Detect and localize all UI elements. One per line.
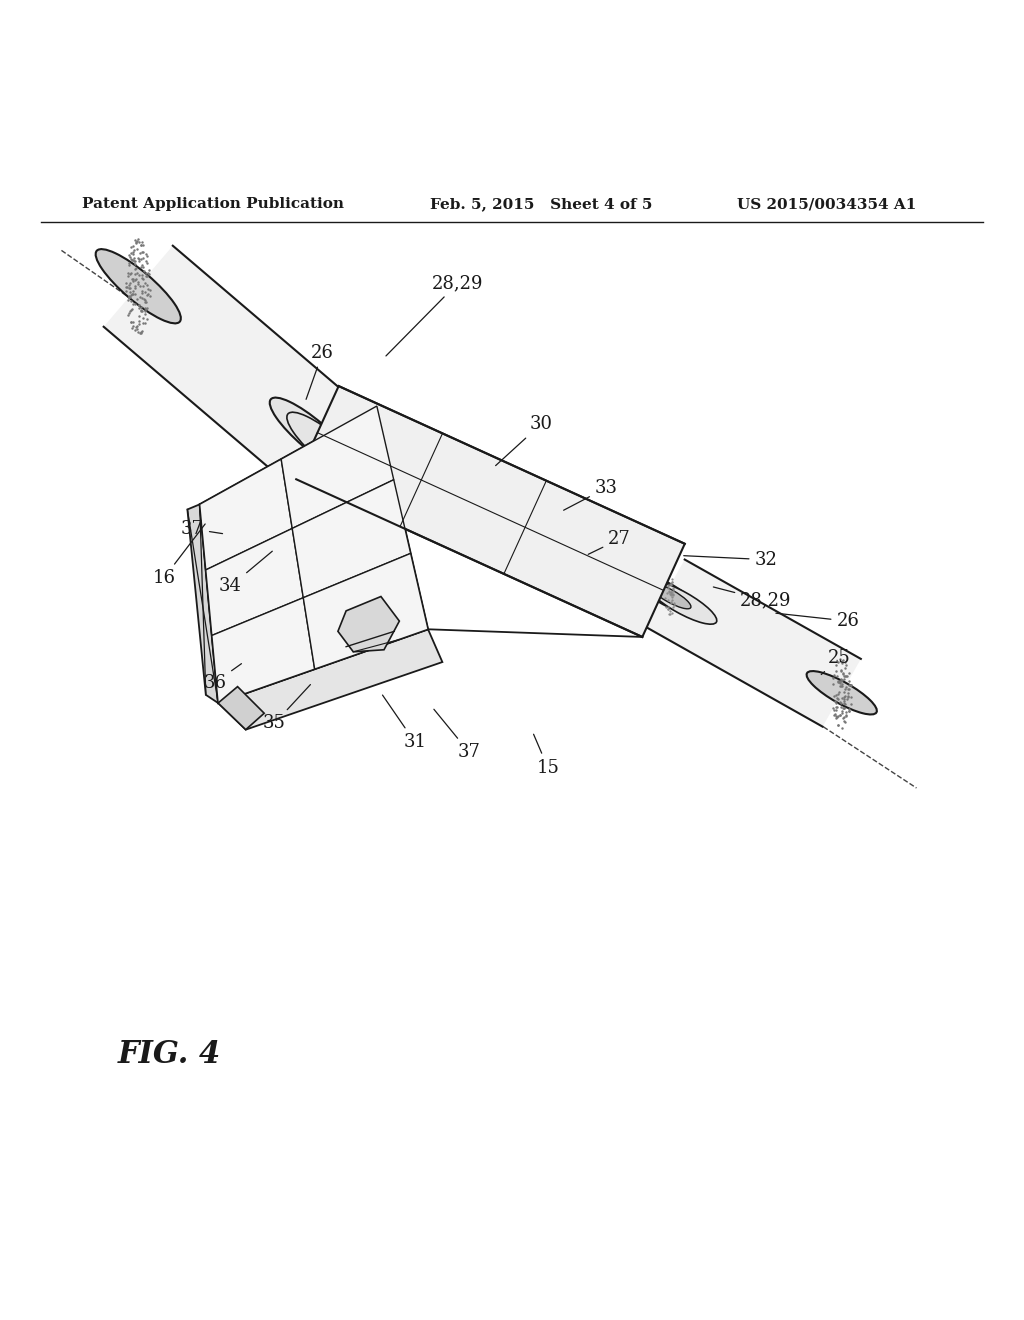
Ellipse shape (95, 249, 181, 323)
Text: FIG. 4: FIG. 4 (118, 1039, 221, 1069)
Text: 35: 35 (263, 685, 310, 733)
Text: 15: 15 (534, 734, 559, 776)
Text: 16: 16 (153, 524, 205, 587)
Polygon shape (292, 479, 411, 598)
Text: 28,29: 28,29 (714, 587, 792, 610)
Text: 37: 37 (181, 520, 222, 539)
Text: Feb. 5, 2015   Sheet 4 of 5: Feb. 5, 2015 Sheet 4 of 5 (430, 197, 652, 211)
Ellipse shape (269, 397, 355, 471)
Text: 36: 36 (204, 664, 242, 692)
Ellipse shape (287, 412, 372, 487)
Polygon shape (646, 560, 861, 727)
Polygon shape (187, 504, 218, 704)
Text: 25: 25 (821, 649, 851, 675)
Text: US 2015/0034354 A1: US 2015/0034354 A1 (737, 197, 916, 211)
Text: Patent Application Publication: Patent Application Publication (82, 197, 344, 211)
Ellipse shape (807, 671, 877, 714)
Polygon shape (200, 459, 292, 570)
Text: 30: 30 (496, 416, 552, 466)
Text: 28,29: 28,29 (386, 275, 483, 356)
Polygon shape (103, 246, 347, 475)
Polygon shape (282, 407, 393, 528)
Ellipse shape (631, 572, 700, 615)
Polygon shape (218, 686, 264, 730)
Text: 27: 27 (588, 531, 631, 554)
Text: 37: 37 (434, 709, 480, 762)
Text: 32: 32 (684, 550, 777, 569)
Polygon shape (200, 407, 428, 704)
Polygon shape (212, 598, 314, 704)
Text: 26: 26 (776, 612, 859, 630)
Polygon shape (206, 528, 303, 635)
Ellipse shape (646, 581, 717, 624)
Polygon shape (338, 597, 399, 652)
Ellipse shape (649, 583, 691, 609)
Polygon shape (303, 553, 428, 669)
Text: 31: 31 (383, 696, 426, 751)
Text: 26: 26 (306, 343, 334, 400)
Polygon shape (296, 385, 685, 638)
Text: 34: 34 (219, 552, 272, 595)
Text: 33: 33 (563, 479, 617, 511)
Polygon shape (218, 630, 442, 730)
